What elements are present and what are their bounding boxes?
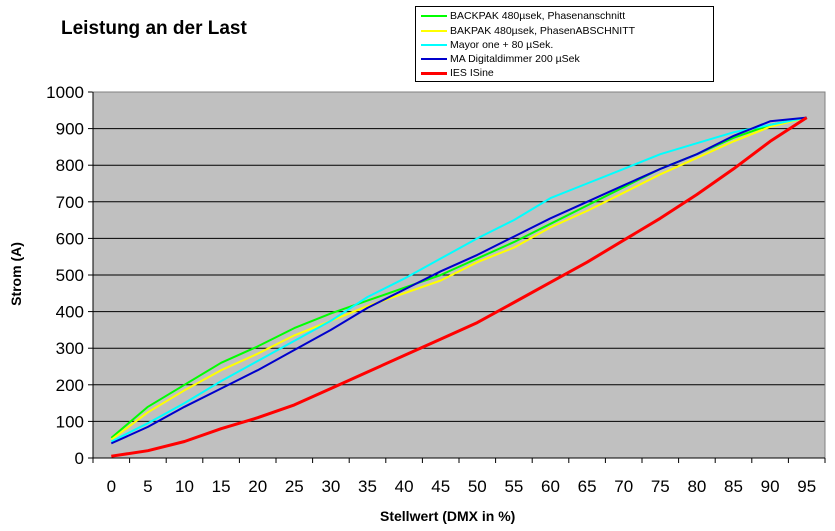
- legend-item: Mayor one + 80 µSek.: [421, 38, 553, 52]
- legend-swatch: [421, 15, 447, 17]
- x-tick-label: 65: [578, 477, 597, 496]
- x-tick-label: 95: [797, 477, 816, 496]
- x-tick-label: 85: [724, 477, 743, 496]
- x-tick-label: 80: [687, 477, 706, 496]
- y-tick-label: 0: [75, 449, 84, 468]
- legend-swatch: [421, 71, 447, 75]
- y-tick-label: 800: [56, 156, 84, 175]
- x-tick-label: 75: [651, 477, 670, 496]
- legend-label: MA Digitaldimmer 200 µSek: [450, 53, 580, 65]
- legend-label: BAKPAK 480µsek, PhasenABSCHNITT: [450, 25, 636, 37]
- x-tick-label: 30: [321, 477, 340, 496]
- x-tick-label: 5: [143, 477, 152, 496]
- x-tick-label: 25: [285, 477, 304, 496]
- y-tick-label: 100: [56, 412, 84, 431]
- legend-label: Mayor one + 80 µSek.: [450, 39, 554, 51]
- y-axis-title: Strom (A): [8, 242, 24, 306]
- x-tick-label: 60: [541, 477, 560, 496]
- x-tick-label: 50: [468, 477, 487, 496]
- legend-item: IES ISine: [421, 66, 494, 80]
- chart-title: Leistung an der Last: [61, 18, 247, 39]
- legend-item: BACKPAK 480µsek, Phasenanschnitt: [421, 9, 625, 23]
- x-tick-label: 15: [212, 477, 231, 496]
- series-line: [110, 116, 807, 441]
- y-tick-label: 600: [56, 229, 84, 248]
- y-tick-label: 500: [56, 266, 84, 285]
- legend-swatch: [421, 58, 447, 60]
- x-axis-title: Stellwert (DMX in %): [380, 508, 516, 524]
- x-tick-label: 35: [358, 477, 377, 496]
- y-tick-label: 200: [56, 376, 84, 395]
- legend-label: BACKPAK 480µsek, Phasenanschnitt: [450, 10, 626, 22]
- series-line: [110, 116, 807, 443]
- x-tick-label: 90: [761, 477, 780, 496]
- legend: BACKPAK 480µsek, Phasenanschnitt BAKPAK …: [415, 6, 714, 82]
- legend-label: IES ISine: [450, 67, 494, 79]
- legend-swatch: [421, 44, 447, 46]
- x-tick-label: 40: [395, 477, 414, 496]
- x-tick-label: 10: [175, 477, 194, 496]
- x-tick-label: 45: [431, 477, 450, 496]
- y-tick-label: 400: [56, 303, 84, 322]
- legend-item: MA Digitaldimmer 200 µSek: [421, 52, 580, 66]
- x-tick-label: 20: [248, 477, 267, 496]
- x-tick-label: 70: [614, 477, 633, 496]
- series-line: [110, 116, 807, 445]
- y-tick-label: 300: [56, 339, 84, 358]
- x-tick-label: 55: [504, 477, 523, 496]
- x-tick-label: 0: [107, 477, 116, 496]
- y-tick-label: 1000: [46, 83, 84, 102]
- y-tick-label: 700: [56, 193, 84, 212]
- legend-item: BAKPAK 480µsek, PhasenABSCHNITT: [421, 24, 635, 38]
- legend-swatch: [421, 30, 447, 32]
- series-line: [111, 116, 808, 458]
- y-tick-label: 900: [56, 120, 84, 139]
